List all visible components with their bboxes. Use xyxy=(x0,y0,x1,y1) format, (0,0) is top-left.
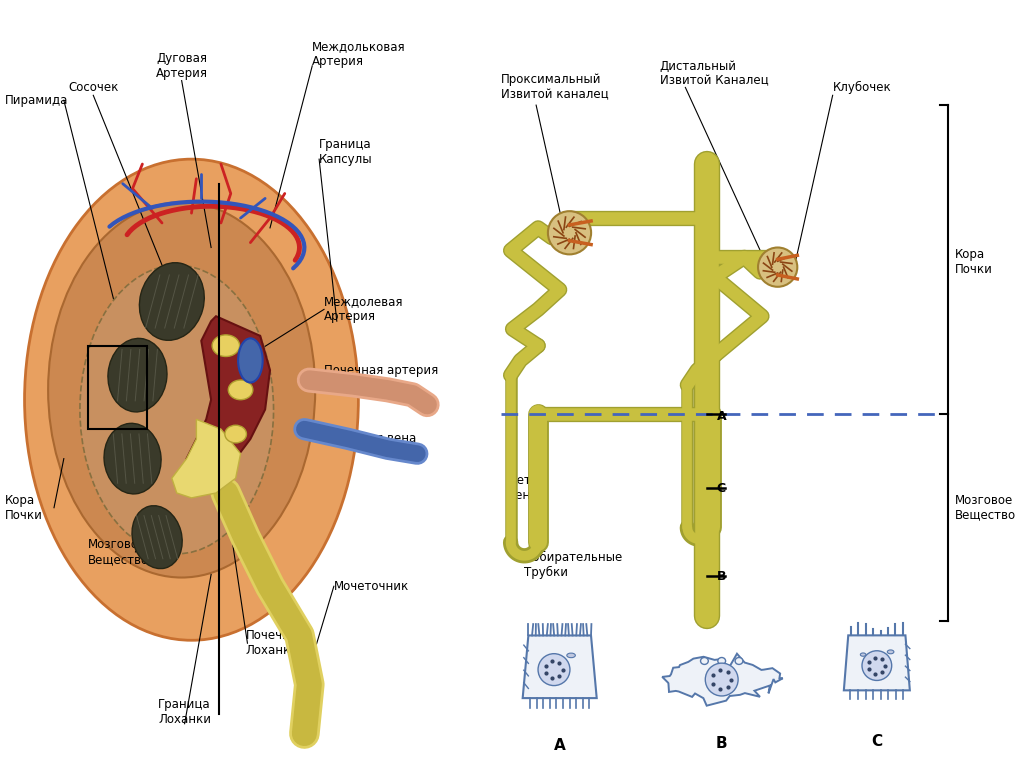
Ellipse shape xyxy=(225,425,247,443)
Text: Кора
Почки: Кора Почки xyxy=(5,494,43,522)
Ellipse shape xyxy=(735,657,742,664)
Text: Собирательные
Трубки: Собирательные Трубки xyxy=(524,551,623,579)
Text: A: A xyxy=(554,739,565,753)
Ellipse shape xyxy=(239,338,263,383)
Text: Пирамида: Пирамида xyxy=(5,94,69,107)
Ellipse shape xyxy=(132,505,182,568)
Text: B: B xyxy=(716,736,727,751)
Polygon shape xyxy=(186,316,270,479)
Ellipse shape xyxy=(25,159,358,640)
Ellipse shape xyxy=(212,335,240,357)
Ellipse shape xyxy=(860,653,866,657)
Text: Граница
Капсулы: Граница Капсулы xyxy=(319,138,373,166)
Ellipse shape xyxy=(700,657,709,664)
Text: Граница
Лоханки: Граница Лоханки xyxy=(158,698,211,726)
Polygon shape xyxy=(844,635,910,690)
Text: Междолевая
Артерия: Междолевая Артерия xyxy=(324,295,403,324)
Text: Почечная вена: Почечная вена xyxy=(324,433,417,446)
Circle shape xyxy=(862,650,892,680)
Ellipse shape xyxy=(567,653,575,657)
Text: Сосочек: Сосочек xyxy=(68,81,119,94)
Text: Дистальный
Извитой Каналец: Дистальный Извитой Каналец xyxy=(659,60,768,87)
Bar xyxy=(88,346,147,430)
Text: Кора
Почки: Кора Почки xyxy=(954,249,992,276)
Polygon shape xyxy=(663,653,782,706)
Ellipse shape xyxy=(48,202,315,578)
Text: Дуговая
Артерия: Дуговая Артерия xyxy=(156,52,208,80)
Ellipse shape xyxy=(139,262,205,341)
Ellipse shape xyxy=(80,265,273,554)
Text: Мозговое
Вещество: Мозговое Вещество xyxy=(88,538,150,566)
Text: B: B xyxy=(717,570,726,583)
Ellipse shape xyxy=(104,423,161,494)
Text: Мочеточник: Мочеточник xyxy=(334,580,410,593)
Circle shape xyxy=(758,248,798,287)
Circle shape xyxy=(706,663,738,696)
Ellipse shape xyxy=(228,380,253,400)
Text: Мозговое
Вещество: Мозговое Вещество xyxy=(954,494,1016,522)
Text: Междольковая
Артерия: Междольковая Артерия xyxy=(312,40,406,68)
Text: A: A xyxy=(717,410,726,423)
Polygon shape xyxy=(172,420,241,498)
Text: C: C xyxy=(871,733,883,749)
Text: Почечная
Лоханка: Почечная Лоханка xyxy=(246,629,305,657)
Circle shape xyxy=(538,653,570,686)
Ellipse shape xyxy=(887,650,894,653)
Text: C: C xyxy=(717,482,726,495)
Text: Проксимальный
Извитой каналец: Проксимальный Извитой каналец xyxy=(501,74,608,101)
Polygon shape xyxy=(522,635,597,698)
Ellipse shape xyxy=(108,338,167,412)
Text: Петля
Генле: Петля Генле xyxy=(509,474,546,502)
Text: Почечная артерия: Почечная артерия xyxy=(324,364,438,377)
Text: Клубочек: Клубочек xyxy=(833,81,892,94)
Circle shape xyxy=(548,211,591,255)
Ellipse shape xyxy=(718,657,726,664)
